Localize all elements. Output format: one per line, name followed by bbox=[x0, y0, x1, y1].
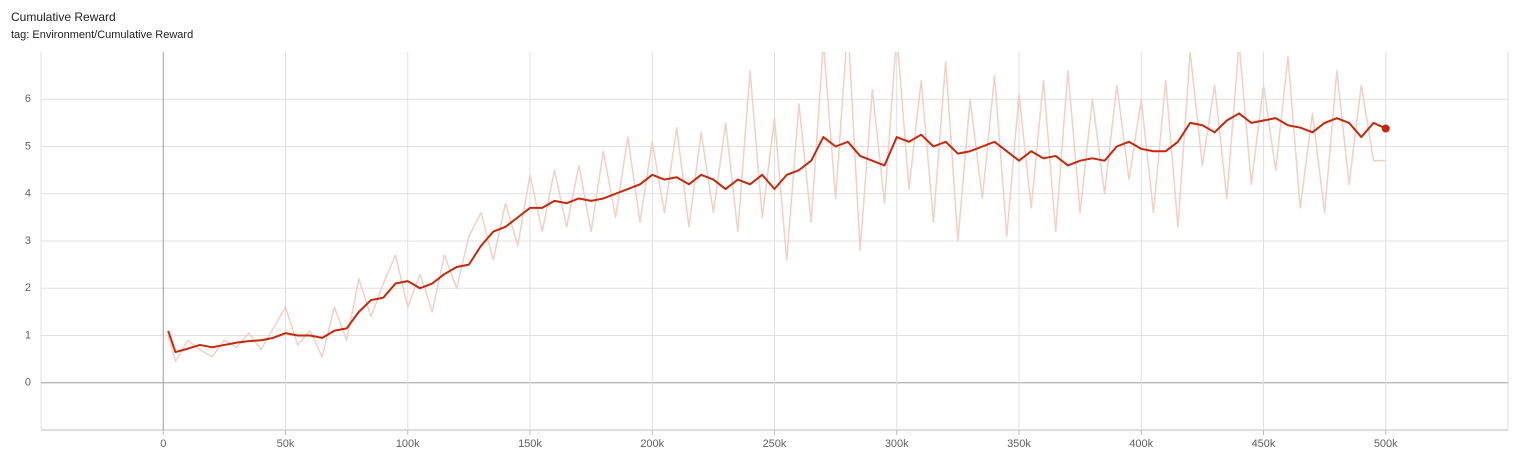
x-tick-label: 150k bbox=[518, 438, 542, 450]
x-tick-label: 250k bbox=[763, 438, 787, 450]
y-tick-label: 2 bbox=[25, 282, 31, 294]
x-tick-label: 100k bbox=[396, 438, 420, 450]
x-tick-label: 350k bbox=[1007, 438, 1031, 450]
y-tick-label: 0 bbox=[25, 377, 31, 389]
smoothed-line bbox=[167, 112, 1387, 354]
end-marker bbox=[1381, 124, 1390, 133]
x-tick-label: 50k bbox=[277, 438, 295, 450]
chart-title: Cumulative Reward bbox=[11, 10, 116, 24]
y-tick-label: 3 bbox=[25, 235, 31, 247]
plot-area bbox=[167, 52, 1387, 363]
y-tick-label: 6 bbox=[25, 93, 31, 105]
y-tick-label: 5 bbox=[25, 140, 31, 152]
x-tick-label: 0 bbox=[160, 438, 166, 450]
y-tick-label: 4 bbox=[25, 188, 31, 200]
x-tick-label: 450k bbox=[1252, 438, 1276, 450]
grid: 0 1 2 3 4 5 6 0 50k 100k 150k 200k 250k 300k 350k 400k 4… bbox=[25, 52, 1509, 450]
x-tick-label: 500k bbox=[1374, 438, 1398, 450]
x-tick-label: 400k bbox=[1129, 438, 1153, 450]
x-tick-label: 200k bbox=[640, 438, 664, 450]
chart-subtitle: tag: Environment/Cumulative Reward bbox=[11, 29, 193, 41]
x-tick-label: 300k bbox=[885, 438, 909, 450]
raw-line bbox=[167, 52, 1386, 363]
y-tick-label: 1 bbox=[25, 329, 31, 341]
